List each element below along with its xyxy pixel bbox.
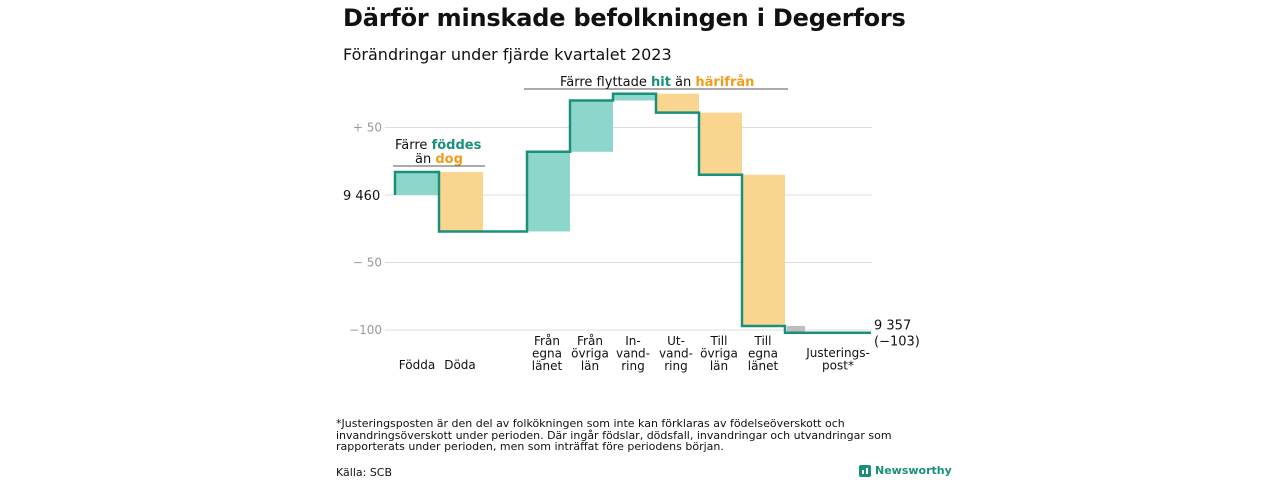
chart-subtitle: Förändringar under fjärde kvartalet 2023 xyxy=(343,45,672,64)
y-tick-label: − 50 xyxy=(353,256,382,270)
annotation-births-line2: än dog xyxy=(415,152,463,167)
newsworthy-logo-icon xyxy=(859,464,871,477)
category-label: län xyxy=(581,359,599,373)
category-label: ring xyxy=(664,359,688,373)
category-label: egna xyxy=(532,347,562,361)
category-label: vand- xyxy=(659,347,693,361)
category-label: egna xyxy=(748,347,778,361)
waterfall-bar xyxy=(656,93,699,113)
waterfall-bar xyxy=(613,93,656,101)
chart-title: Därför minskade befolkningen i Degerfors xyxy=(343,4,906,32)
logo-text: Newsworthy xyxy=(875,464,952,477)
y-tick-label: −100 xyxy=(349,323,382,337)
end-change-label: (−103) xyxy=(874,335,920,350)
category-label: övriga xyxy=(571,347,609,361)
category-label: länet xyxy=(532,359,563,373)
newsworthy-logo: Newsworthy xyxy=(859,464,952,477)
end-value-label: 9 357 xyxy=(874,319,911,334)
source-label: Källa: SCB xyxy=(336,466,393,479)
category-label: Från xyxy=(577,334,603,348)
category-label: Justerings- xyxy=(805,346,870,360)
category-label: Döda xyxy=(444,358,476,372)
category-label: vand- xyxy=(616,347,650,361)
step-line xyxy=(393,92,871,334)
category-label: Födda xyxy=(399,358,435,372)
category-label: Till xyxy=(710,334,728,348)
annotation-migration: Färre flyttade hit än härifrån xyxy=(560,75,754,90)
waterfall-bar xyxy=(570,100,613,152)
start-value-label: 9 460 xyxy=(343,189,380,204)
category-label: Till xyxy=(754,334,772,348)
waterfall-bar xyxy=(742,174,785,326)
category-label: län xyxy=(710,359,728,373)
category-label: In- xyxy=(625,334,640,348)
category-label: Från xyxy=(534,334,560,348)
category-label: övriga xyxy=(700,347,738,361)
waterfall-bar xyxy=(527,151,570,232)
y-tick-label: + 50 xyxy=(353,121,382,135)
waterfall-bar xyxy=(699,112,742,175)
waterfall-bar xyxy=(787,325,805,333)
category-label: Ut- xyxy=(667,334,685,348)
category-label: ring xyxy=(621,359,645,373)
waterfall-bar xyxy=(395,172,439,195)
waterfall-chart: + 50 − 50 −100 9 460 9 357(−103) Födda Döda Frå… xyxy=(343,75,920,373)
footnote: *Justeringsposten är den del av folkökni… xyxy=(336,417,892,453)
waterfall-bar xyxy=(439,172,483,232)
category-label: post* xyxy=(822,359,854,373)
annotation-births: Färre föddes xyxy=(395,138,482,153)
category-label: länet xyxy=(748,359,779,373)
